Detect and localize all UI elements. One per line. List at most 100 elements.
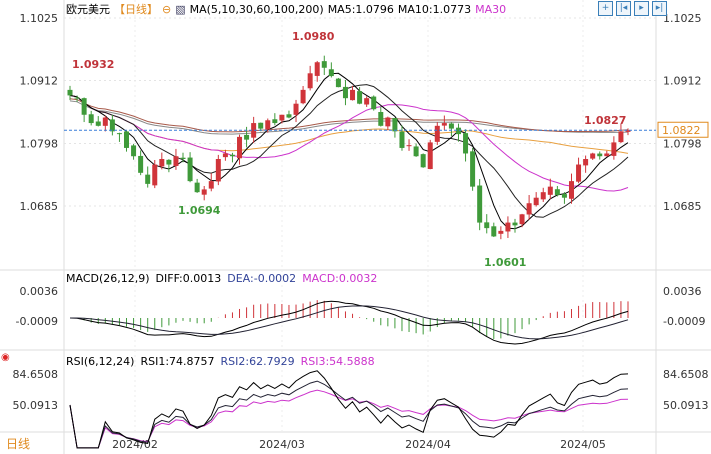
- candle-up: [568, 181, 574, 199]
- candle-up: [279, 114, 285, 121]
- candle-down: [321, 61, 327, 68]
- crosshair-icon[interactable]: +: [598, 1, 613, 16]
- play-icon[interactable]: ▸: [634, 1, 649, 16]
- candle-up: [625, 130, 631, 132]
- candle-down: [81, 98, 87, 115]
- candle-up: [307, 73, 313, 89]
- candle-down: [244, 134, 250, 140]
- candle-up: [505, 222, 511, 232]
- y-tick-label: 1.1025: [20, 12, 59, 25]
- candle-down: [491, 226, 497, 237]
- candle-down: [470, 151, 476, 187]
- period-label[interactable]: 【日线】: [114, 3, 158, 16]
- candle-up: [237, 136, 243, 159]
- ma-params: MA(5,10,30,60,100,200): [189, 3, 324, 16]
- candle-down: [420, 154, 426, 168]
- macd-tick: 0.0036: [20, 285, 59, 298]
- candle-down: [88, 114, 94, 124]
- ma-icon[interactable]: ▧: [175, 3, 186, 16]
- collapse-icon[interactable]: ⊖: [162, 3, 172, 16]
- candle-down: [477, 185, 483, 223]
- candle-down: [448, 123, 454, 129]
- ma30-line: [69, 94, 629, 192]
- symbol-title: 欧元美元: [66, 3, 110, 16]
- macd-diff: DIFF:0.0013: [155, 272, 222, 285]
- ma10-line: [69, 84, 629, 218]
- macd-header: MACD(26,12,9) DIFF:0.0013 DEA:-0.0002 MACD:…: [66, 272, 383, 285]
- candle-down: [392, 118, 398, 132]
- candle-down: [67, 89, 73, 96]
- y-tick-label-right: 1.0685: [663, 200, 702, 213]
- candle-down: [413, 146, 419, 157]
- last-high-label: 1.0827: [584, 114, 626, 127]
- candle-up: [611, 142, 617, 156]
- candle-up: [385, 117, 391, 127]
- rsi3-line: [69, 389, 629, 449]
- y-tick-label: 1.0685: [20, 200, 59, 213]
- candle-down: [74, 97, 80, 99]
- candle-up: [173, 156, 179, 166]
- candle-up: [102, 117, 108, 126]
- candle-up: [540, 192, 546, 200]
- rsi2-line: [69, 380, 629, 449]
- macd-tick: -0.0009: [16, 315, 58, 328]
- candle-up: [519, 214, 525, 225]
- ma5-value: MA5:1.0796: [327, 3, 394, 16]
- candle-down: [138, 155, 144, 173]
- y-tick-label-right: 1.0798: [663, 138, 702, 151]
- x-tick-label: 2024/04: [405, 438, 451, 451]
- candle-up: [547, 186, 553, 195]
- toolbar: + |◂ ▸ ▸|: [598, 1, 667, 16]
- x-tick-label: 2024/03: [259, 438, 305, 451]
- macd-tick-right: -0.0009: [663, 315, 705, 328]
- candle-up: [215, 159, 221, 182]
- rsi1-value: RSI1:74.8757: [140, 355, 215, 368]
- ma100-line: [69, 98, 629, 133]
- candle-up: [300, 89, 306, 104]
- rsi1-line: [69, 370, 629, 449]
- rsi-header: RSI(6,12,24) RSI1:74.8757 RSI2:62.7929 RSI3…: [66, 355, 381, 368]
- current-price-label: 1.0822: [662, 124, 701, 137]
- y-tick-label-right: 1.0912: [663, 74, 702, 87]
- x-tick-label: 2024/05: [560, 438, 606, 451]
- candle-down: [145, 174, 151, 184]
- candle-down: [166, 159, 172, 165]
- candle-up: [618, 131, 624, 143]
- period-footer[interactable]: 日线: [6, 437, 31, 451]
- settings-icon[interactable]: ◉: [1, 352, 10, 363]
- candle-down: [229, 154, 235, 157]
- candle-up: [364, 98, 370, 105]
- start-icon[interactable]: |◂: [616, 1, 631, 16]
- rsi3-value: RSI3:54.5888: [300, 355, 375, 368]
- candle-down: [109, 119, 115, 132]
- candle-up: [583, 159, 589, 166]
- candle-down: [335, 78, 341, 88]
- end-icon[interactable]: ▸|: [652, 1, 667, 16]
- candle-down: [131, 145, 137, 157]
- candle-up: [434, 125, 440, 142]
- y-tick-label: 1.0798: [20, 138, 59, 151]
- high-label: 1.0980: [292, 30, 335, 43]
- candle-down: [371, 96, 377, 110]
- candle-down: [342, 86, 348, 99]
- candle-down: [597, 153, 603, 157]
- candle-up: [222, 153, 228, 158]
- candle-up: [604, 153, 610, 157]
- candle-down: [116, 133, 122, 135]
- macd-dea: DEA:-0.0002: [227, 272, 297, 285]
- y-tick-label: 1.0912: [20, 74, 59, 87]
- rsi-tick: 84.6508: [13, 368, 59, 381]
- candle-up: [406, 145, 412, 147]
- candle-down: [272, 119, 278, 124]
- candle-up: [533, 197, 539, 206]
- candle-down: [258, 122, 264, 129]
- rsi2-value: RSI2:62.7929: [220, 355, 295, 368]
- rsi-tick: 50.0913: [13, 399, 59, 412]
- ma10-value: MA10:1.0773: [397, 3, 472, 16]
- macd-diff-line: [69, 300, 629, 345]
- candle-down: [124, 131, 130, 148]
- candle-down: [463, 133, 469, 154]
- candle-down: [561, 194, 567, 198]
